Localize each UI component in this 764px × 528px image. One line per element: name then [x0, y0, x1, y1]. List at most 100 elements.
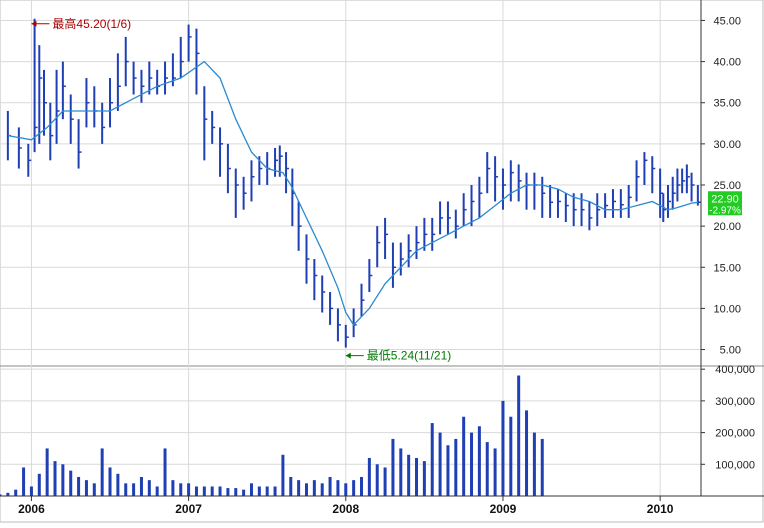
price-tick-label: 40.00: [713, 57, 741, 69]
moving-average-line: [7, 60, 698, 326]
volume-bar: [446, 445, 450, 496]
volume-bar: [289, 476, 293, 496]
volume-bar: [344, 483, 348, 496]
volume-bar: [234, 488, 238, 496]
volume-tick-label: 200,000: [715, 428, 755, 440]
price-tick-label: 5.00: [720, 345, 741, 357]
volume-bar: [84, 480, 88, 496]
volume-bar: [493, 448, 497, 496]
volume-bar: [399, 448, 403, 496]
volume-bar: [77, 476, 81, 496]
volume-bar: [69, 470, 73, 496]
volume-bar: [155, 486, 159, 496]
volume-bar: [163, 448, 167, 496]
volume-bar: [108, 467, 112, 496]
volume-bar: [477, 426, 481, 496]
volume-bar: [0, 494, 2, 496]
volume-bar: [328, 476, 332, 496]
price-tick-label: 45.00: [713, 15, 741, 27]
axes: 5.00 10.00 15.00 20.00 25.00 30.00 35.00 40.00 4…: [0, 0, 764, 516]
volume-bar: [61, 464, 65, 496]
volume-bar: [37, 473, 41, 496]
volume-bar: [179, 483, 183, 496]
last-price-badge-box: [708, 191, 742, 216]
volume-bar: [14, 489, 18, 496]
annotations: 最高45.20(1/6) 最低5.24(11/21): [31, 16, 451, 363]
volume-bar: [132, 483, 136, 496]
moving-average-series: [7, 60, 698, 326]
volume-bar: [92, 483, 96, 496]
volume-bar: [360, 476, 364, 496]
volume-bar: [210, 486, 214, 496]
last-price-change: -2.97%: [709, 205, 741, 216]
volume-bar: [139, 476, 143, 496]
volume-bar: [407, 454, 411, 496]
volume-bar: [517, 375, 521, 496]
price-series: [6, 18, 701, 348]
volume-bar: [249, 483, 253, 496]
volume-bar: [383, 467, 387, 496]
annotation-label: 最高45.20(1/6): [52, 16, 131, 31]
volume-bar: [242, 489, 246, 496]
volume-bar: [422, 461, 426, 496]
volume-bar: [485, 442, 489, 496]
price-tick-label: 15.00: [713, 262, 741, 274]
annotation-label: 最低5.24(11/21): [367, 349, 452, 363]
volume-tick-label: 100,000: [715, 459, 755, 471]
volume-bar: [352, 480, 356, 496]
volume-bar: [297, 480, 301, 496]
volume-bar: [257, 486, 261, 496]
volume-bar: [273, 486, 277, 496]
price-tick-label: 35.00: [713, 98, 741, 110]
price-tick-label: 20.00: [713, 221, 741, 233]
volume-bar: [202, 486, 206, 496]
volume-bar: [265, 486, 269, 496]
volume-bar: [438, 432, 442, 496]
annotation-arrowhead: [31, 20, 37, 27]
last-price-badge: 22.90 -2.97%: [708, 191, 742, 216]
volume-bar: [415, 457, 419, 496]
price-tick-label: 25.00: [713, 180, 741, 192]
volume-bar: [116, 473, 120, 496]
volume-bar: [430, 423, 434, 496]
last-price-value: 22.90: [711, 193, 739, 205]
volume-bar: [525, 410, 529, 496]
volume-bar: [53, 461, 57, 496]
volume-bar: [304, 483, 308, 496]
volume-bar: [540, 438, 544, 496]
volume-bar: [218, 486, 222, 496]
year-tick-label: 2010: [647, 502, 674, 516]
volume-bar: [226, 488, 230, 496]
volume-tick-label: 400,000: [715, 364, 755, 376]
volume-bar: [29, 486, 33, 496]
volume-bar: [171, 480, 175, 496]
price-tick-label: 10.00: [713, 303, 741, 315]
volume-bar: [509, 416, 513, 496]
year-tick-label: 2006: [18, 502, 45, 516]
volume-bar: [187, 483, 191, 496]
volume-bar: [454, 438, 458, 496]
volume-bar: [320, 483, 324, 496]
volume-bar: [147, 480, 151, 496]
volume-bar: [6, 492, 10, 496]
volume-bar: [312, 480, 316, 496]
volume-bar: [367, 457, 371, 496]
volume-bar: [124, 483, 128, 496]
year-tick-label: 2008: [332, 502, 359, 516]
volume-bar: [375, 464, 379, 496]
volume-bar: [532, 432, 536, 496]
volume-bar: [470, 432, 474, 496]
price-tick-label: 30.00: [713, 139, 741, 151]
year-tick-label: 2009: [490, 502, 517, 516]
annotation-arrowhead: [345, 352, 351, 359]
volume-bar: [462, 416, 466, 496]
volume-bar: [391, 438, 395, 496]
year-tick-label: 2007: [175, 502, 202, 516]
volume-bar: [281, 454, 285, 496]
volume-bar: [22, 467, 26, 496]
volume-bar: [45, 448, 49, 496]
